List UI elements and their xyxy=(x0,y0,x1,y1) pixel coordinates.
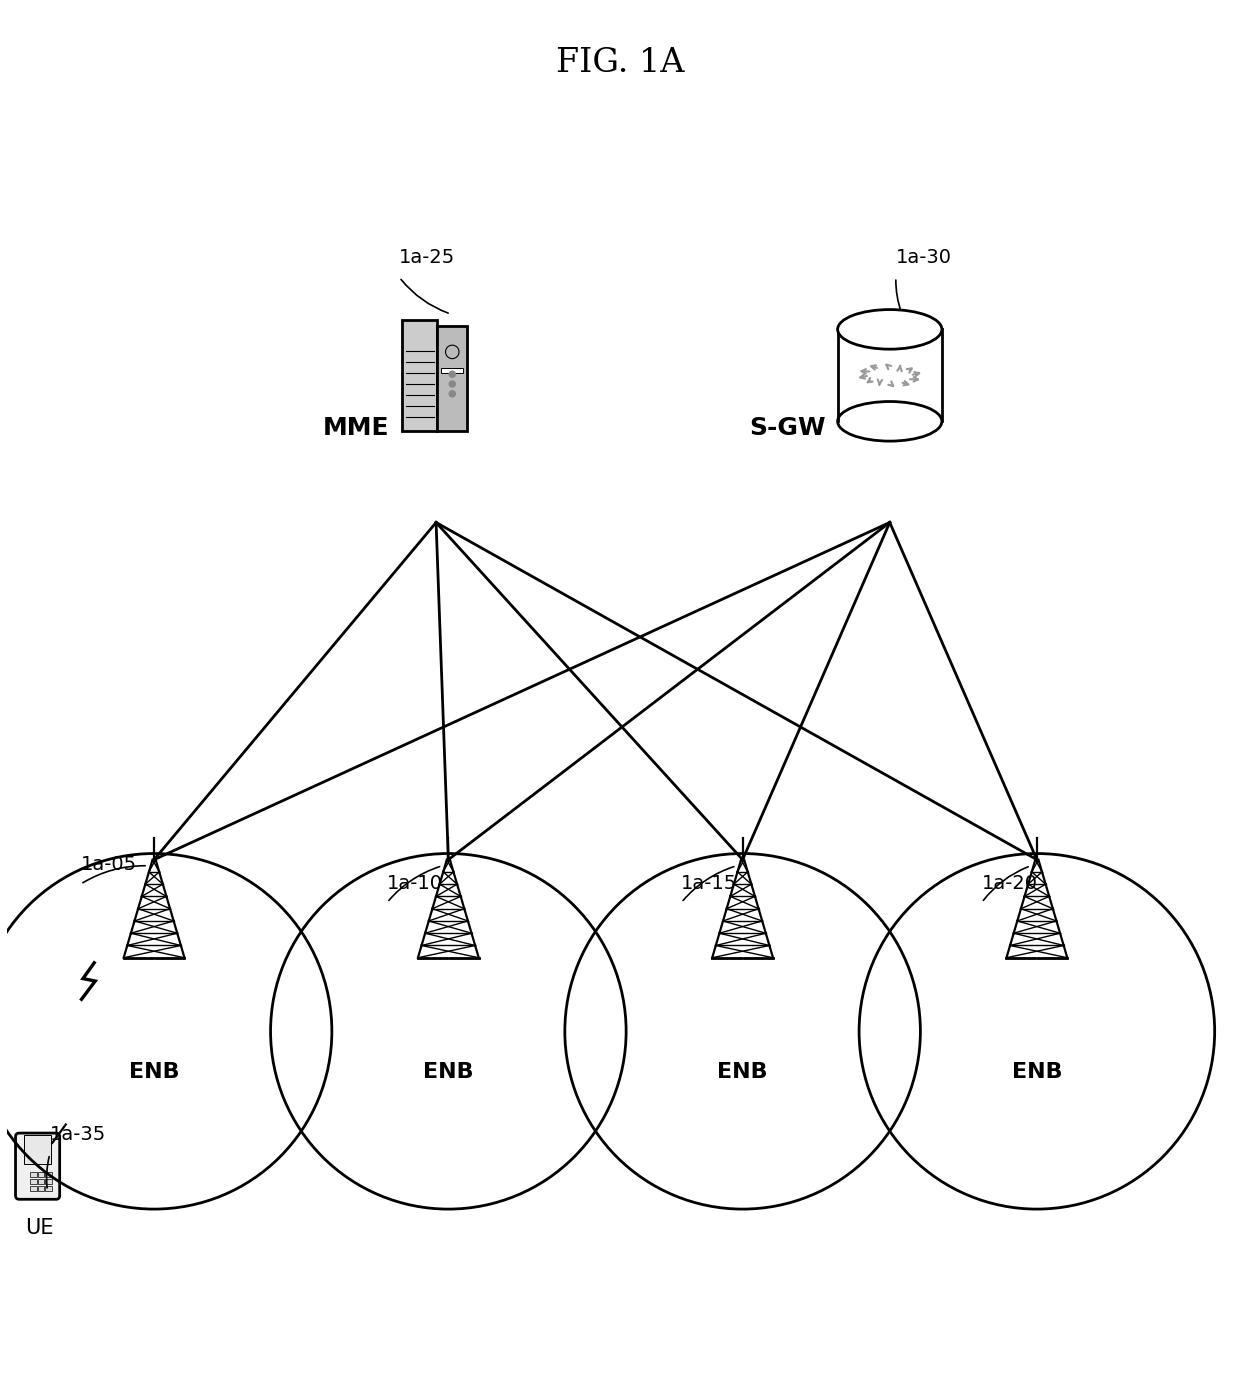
Bar xyxy=(37,1179,45,1183)
Text: FIG. 1A: FIG. 1A xyxy=(556,47,684,78)
Text: ENB: ENB xyxy=(1012,1062,1063,1082)
Text: 1a-15: 1a-15 xyxy=(681,874,738,893)
Text: MME: MME xyxy=(322,416,389,440)
Circle shape xyxy=(449,381,455,387)
Text: 1a-35: 1a-35 xyxy=(50,1126,107,1143)
Bar xyxy=(37,1186,45,1190)
Bar xyxy=(45,1172,52,1176)
Text: ENB: ENB xyxy=(129,1062,180,1082)
Ellipse shape xyxy=(838,310,942,350)
Bar xyxy=(45,1186,52,1190)
Bar xyxy=(402,321,438,431)
Text: 1a-30: 1a-30 xyxy=(895,249,952,267)
Bar xyxy=(24,1135,51,1164)
Bar xyxy=(30,1172,37,1176)
Text: UE: UE xyxy=(25,1218,53,1237)
Circle shape xyxy=(449,372,455,377)
Bar xyxy=(441,367,464,373)
Text: 1a-10: 1a-10 xyxy=(387,874,443,893)
Text: 1a-20: 1a-20 xyxy=(982,874,1038,893)
Text: S-GW: S-GW xyxy=(749,416,826,440)
Bar xyxy=(838,329,942,421)
Text: ENB: ENB xyxy=(717,1062,768,1082)
Bar xyxy=(37,1172,45,1176)
Circle shape xyxy=(449,391,455,396)
Text: ENB: ENB xyxy=(423,1062,474,1082)
Text: 1a-25: 1a-25 xyxy=(399,249,455,267)
Text: 1a-05: 1a-05 xyxy=(81,856,136,874)
Bar xyxy=(30,1179,37,1183)
Bar xyxy=(30,1186,37,1190)
FancyBboxPatch shape xyxy=(16,1132,60,1200)
Bar xyxy=(438,326,467,431)
Bar xyxy=(45,1179,52,1183)
